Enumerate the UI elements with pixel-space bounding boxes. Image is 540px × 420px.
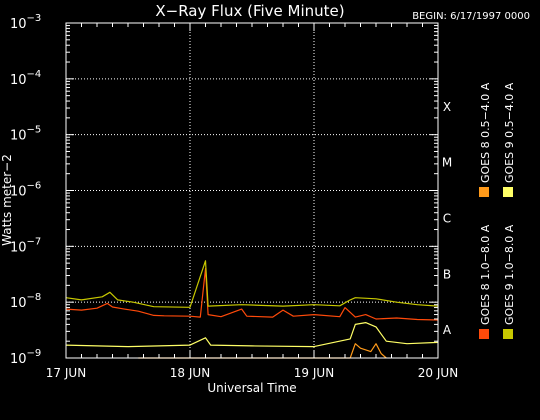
chart-title: X−Ray Flux (Five Minute) <box>155 2 344 20</box>
legend-swatch <box>503 187 513 197</box>
legend-label: GOES 8 1.0−8.0 A <box>479 224 492 325</box>
series-line-1 <box>65 268 439 321</box>
axes <box>65 22 439 359</box>
flare-class-label: X <box>443 100 451 114</box>
flare-class-label: A <box>443 323 452 337</box>
y-tick-label: 10−3 <box>10 13 41 32</box>
x-tick-label: 20 JUN <box>418 366 458 380</box>
x-tick-labels: 17 JUN 18 JUN 19 JUN 20 JUN <box>46 366 458 380</box>
series-line-4 <box>65 322 439 348</box>
flare-class-label: C <box>443 212 451 226</box>
flare-class-label: B <box>443 267 451 281</box>
legend-label: GOES 9 1.0−8.0 A <box>503 224 516 325</box>
legend-label: GOES 9 0.5−4.0 A <box>503 82 516 183</box>
y-tick-label: 10−6 <box>10 181 41 200</box>
legend-label: GOES 8 0.5−4.0 A <box>479 82 492 183</box>
y-tick-label: 10−7 <box>10 236 41 255</box>
x-tick-label: 19 JUN <box>294 366 334 380</box>
legend-swatch <box>503 329 513 339</box>
legend: GOES 8 1.0−8.0 A GOES 8 0.5−4.0 A GOES 9 1… <box>479 82 516 339</box>
y-axis-label: Watts meter−2 <box>0 154 14 246</box>
series-layer <box>65 260 439 359</box>
grid <box>66 23 438 358</box>
flare-class-label: M <box>442 156 452 170</box>
begin-date-label: BEGIN: 6/17/1997 0000 <box>412 11 530 22</box>
flare-class-labels: X M C B A <box>442 100 452 337</box>
x-tick-label: 17 JUN <box>46 366 86 380</box>
y-tick-labels: 10−3 10−4 10−5 10−6 10−7 10−8 10−9 <box>10 13 41 367</box>
y-tick-label: 10−8 <box>10 292 41 311</box>
y-tick-label: 10−5 <box>10 125 41 144</box>
series-line-3 <box>65 260 439 308</box>
legend-swatch <box>479 329 489 339</box>
x-tick-label: 18 JUN <box>170 366 210 380</box>
x-axis-label: Universal Time <box>207 381 296 395</box>
legend-swatch <box>479 187 489 197</box>
y-tick-label: 10−4 <box>10 69 41 88</box>
y-tick-label: 10−9 <box>10 348 41 367</box>
